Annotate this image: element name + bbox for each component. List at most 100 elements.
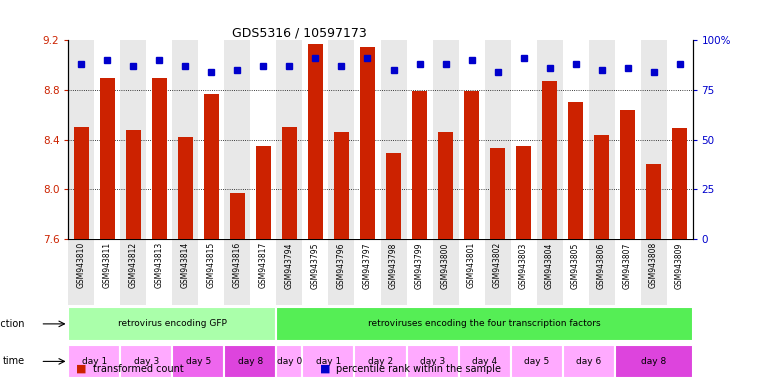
- Bar: [614, 344, 693, 378]
- Text: GSM943794: GSM943794: [285, 242, 294, 289]
- Bar: [303, 239, 329, 305]
- Bar: [355, 344, 406, 378]
- Bar: [250, 239, 276, 305]
- Text: GSM943816: GSM943816: [233, 242, 242, 288]
- Bar: [380, 239, 406, 305]
- Text: percentile rank within the sample: percentile rank within the sample: [336, 364, 501, 374]
- Text: GSM943814: GSM943814: [181, 242, 190, 288]
- Bar: [588, 40, 614, 239]
- Bar: [173, 344, 224, 378]
- Bar: [276, 307, 693, 341]
- Bar: [458, 344, 511, 378]
- Text: GSM943798: GSM943798: [389, 242, 398, 289]
- Bar: [517, 146, 530, 239]
- Bar: [224, 344, 276, 378]
- Bar: [406, 239, 432, 305]
- Text: GSM943804: GSM943804: [545, 242, 554, 289]
- Text: GSM943815: GSM943815: [207, 242, 216, 288]
- Text: transformed count: transformed count: [93, 364, 183, 374]
- Bar: [276, 344, 303, 378]
- Bar: [173, 40, 199, 239]
- Bar: [231, 193, 244, 239]
- Text: retrovirus encoding GFP: retrovirus encoding GFP: [118, 319, 227, 328]
- Bar: [329, 40, 355, 239]
- Bar: [641, 40, 667, 239]
- Bar: [303, 40, 329, 239]
- Bar: [646, 164, 661, 239]
- Bar: [511, 344, 562, 378]
- Bar: [588, 239, 614, 305]
- Bar: [667, 40, 693, 239]
- Bar: [537, 40, 562, 239]
- Bar: [224, 40, 250, 239]
- Text: day 5: day 5: [186, 357, 211, 366]
- Text: GSM943797: GSM943797: [363, 242, 372, 289]
- Bar: [303, 344, 355, 378]
- Text: GSM943799: GSM943799: [415, 242, 424, 289]
- Text: day 3: day 3: [134, 357, 159, 366]
- Bar: [485, 40, 511, 239]
- Bar: [205, 94, 218, 239]
- Bar: [380, 40, 406, 239]
- Bar: [94, 239, 120, 305]
- Bar: [256, 146, 271, 239]
- Bar: [276, 40, 303, 239]
- Text: time: time: [3, 356, 25, 366]
- Bar: [432, 239, 458, 305]
- Bar: [68, 307, 276, 341]
- Text: infection: infection: [0, 319, 25, 329]
- Bar: [308, 44, 323, 239]
- Bar: [432, 40, 458, 239]
- Bar: [406, 40, 432, 239]
- Text: GSM943805: GSM943805: [571, 242, 580, 289]
- Bar: [355, 40, 380, 239]
- Text: day 8: day 8: [641, 357, 666, 366]
- Text: GSM943801: GSM943801: [467, 242, 476, 288]
- Text: day 1: day 1: [316, 357, 341, 366]
- Bar: [412, 91, 427, 239]
- Text: day 8: day 8: [238, 357, 263, 366]
- Bar: [126, 130, 141, 239]
- Bar: [614, 239, 641, 305]
- Bar: [94, 40, 120, 239]
- Text: ■: ■: [320, 364, 330, 374]
- Bar: [173, 239, 199, 305]
- Bar: [568, 103, 583, 239]
- Text: GSM943810: GSM943810: [77, 242, 86, 288]
- Bar: [120, 344, 173, 378]
- Text: GSM943796: GSM943796: [337, 242, 346, 289]
- Bar: [334, 132, 349, 239]
- Bar: [641, 239, 667, 305]
- Bar: [543, 81, 556, 239]
- Bar: [387, 153, 400, 239]
- Text: day 4: day 4: [472, 357, 497, 366]
- Text: retroviruses encoding the four transcription factors: retroviruses encoding the four transcrip…: [368, 319, 601, 328]
- Text: GSM943800: GSM943800: [441, 242, 450, 289]
- Bar: [68, 344, 120, 378]
- Bar: [458, 239, 485, 305]
- Text: day 6: day 6: [576, 357, 601, 366]
- Bar: [100, 78, 115, 239]
- Bar: [562, 40, 588, 239]
- Text: GSM943808: GSM943808: [649, 242, 658, 288]
- Text: day 5: day 5: [524, 357, 549, 366]
- Bar: [178, 137, 193, 239]
- Text: GSM943807: GSM943807: [623, 242, 632, 289]
- Text: day 1: day 1: [82, 357, 107, 366]
- Text: day 2: day 2: [368, 357, 393, 366]
- Bar: [146, 239, 173, 305]
- Bar: [485, 239, 511, 305]
- Bar: [68, 40, 94, 239]
- Text: GSM943806: GSM943806: [597, 242, 606, 289]
- Text: day 3: day 3: [420, 357, 445, 366]
- Bar: [438, 132, 453, 239]
- Bar: [199, 40, 224, 239]
- Bar: [120, 40, 146, 239]
- Text: GSM943803: GSM943803: [519, 242, 528, 289]
- Bar: [276, 239, 303, 305]
- Bar: [464, 91, 479, 239]
- Bar: [667, 239, 693, 305]
- Bar: [614, 40, 641, 239]
- Bar: [199, 239, 224, 305]
- Bar: [146, 40, 173, 239]
